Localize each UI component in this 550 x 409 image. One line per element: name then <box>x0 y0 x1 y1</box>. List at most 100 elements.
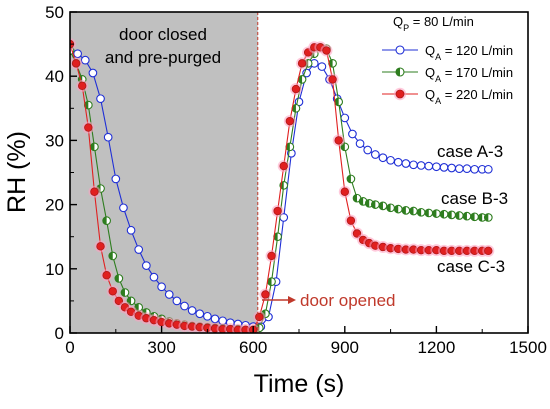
y-axis-title: RH (%) <box>3 131 31 213</box>
data-point <box>352 193 362 203</box>
data-point <box>283 115 296 128</box>
y-tick-label: 40 <box>45 67 64 86</box>
data-point <box>210 314 220 324</box>
data-point <box>94 240 107 253</box>
data-point <box>317 62 327 71</box>
data-point <box>88 68 98 78</box>
data-point <box>70 57 83 70</box>
legend-entry: QA = 170 L/min <box>382 65 513 84</box>
legend-entry: QA = 220 L/min <box>382 87 513 106</box>
data-point <box>370 200 380 209</box>
door-opened-label: door opened <box>300 291 395 310</box>
data-point <box>454 211 464 220</box>
data-point <box>432 162 441 172</box>
x-axis-title: Time (s) <box>254 370 345 398</box>
data-point <box>393 204 403 214</box>
data-point <box>386 203 395 213</box>
data-point <box>90 142 99 152</box>
series-1 <box>70 46 493 331</box>
x-tick-label: 900 <box>331 338 359 357</box>
data-point <box>395 67 405 77</box>
data-point <box>344 214 357 227</box>
series-3 <box>70 38 495 333</box>
data-point <box>370 150 380 159</box>
legend-label: QA = 220 L/min <box>425 87 513 106</box>
data-point <box>259 288 272 301</box>
data-point <box>332 134 345 147</box>
data-point <box>462 211 472 221</box>
legend-label: QA = 170 L/min <box>425 65 513 84</box>
data-point <box>289 83 302 96</box>
data-point <box>114 274 124 283</box>
x-tick-label: 1500 <box>509 338 547 357</box>
data-point <box>134 245 144 254</box>
data-point <box>253 310 266 323</box>
y-tick-label: 0 <box>55 324 64 343</box>
data-point <box>338 185 351 198</box>
data-point <box>103 132 113 142</box>
data-point <box>470 164 479 174</box>
data-point <box>346 174 356 184</box>
data-point <box>195 309 205 319</box>
data-point <box>395 45 405 55</box>
x-tick-label: 1200 <box>417 338 455 357</box>
data-point <box>401 159 411 168</box>
data-point <box>424 161 434 171</box>
legend: QP = 80 L/min QA = 120 L/min QA = 170 L/m… <box>382 14 513 106</box>
data-point <box>157 282 166 292</box>
data-point <box>277 160 290 173</box>
data-point <box>416 207 426 217</box>
data-point <box>447 163 457 173</box>
x-tick-label: 300 <box>147 338 175 357</box>
data-point <box>285 142 295 152</box>
series-layer <box>70 38 495 333</box>
data-point <box>106 285 119 298</box>
case-b-label: case B-3 <box>441 189 508 208</box>
data-point <box>424 208 434 218</box>
x-tick-label: 600 <box>239 338 267 357</box>
data-point <box>279 180 289 190</box>
data-point <box>320 44 333 57</box>
data-point <box>296 57 309 70</box>
data-point <box>483 164 493 174</box>
data-point <box>363 145 373 155</box>
x-tick-label: 0 <box>65 338 74 357</box>
purge-annotation-line2: and pre-purged <box>105 48 221 67</box>
purge-annotation-line1: door closed <box>119 25 207 44</box>
data-point <box>100 269 113 282</box>
data-point <box>265 249 278 262</box>
y-tick-label: 20 <box>45 196 64 215</box>
data-point <box>416 161 426 170</box>
data-point <box>340 113 350 123</box>
data-point <box>203 311 212 321</box>
data-point <box>334 97 344 107</box>
data-point <box>271 205 284 218</box>
data-point <box>483 213 493 222</box>
data-point <box>439 209 449 219</box>
data-point <box>172 296 182 306</box>
data-point <box>378 153 388 163</box>
data-point <box>141 261 151 270</box>
data-point <box>409 206 418 216</box>
data-point <box>108 251 118 261</box>
data-point <box>187 306 197 315</box>
data-point <box>439 163 449 172</box>
data-point <box>470 212 479 222</box>
data-point <box>149 272 159 282</box>
data-point <box>111 174 121 184</box>
data-point <box>409 160 418 170</box>
data-point <box>393 157 403 167</box>
purge-shaded-region <box>70 12 258 333</box>
y-tick-label: 50 <box>45 3 64 22</box>
data-point <box>88 185 101 198</box>
data-point <box>80 55 90 65</box>
data-point <box>386 155 395 165</box>
data-point <box>378 201 388 211</box>
tick-layer: 0 300 600 900 1200 1500 0 10 20 30 40 50 <box>45 3 547 357</box>
data-point <box>102 216 111 225</box>
door-opened-arrow <box>262 296 296 304</box>
data-point <box>126 296 136 306</box>
data-point <box>76 79 89 92</box>
